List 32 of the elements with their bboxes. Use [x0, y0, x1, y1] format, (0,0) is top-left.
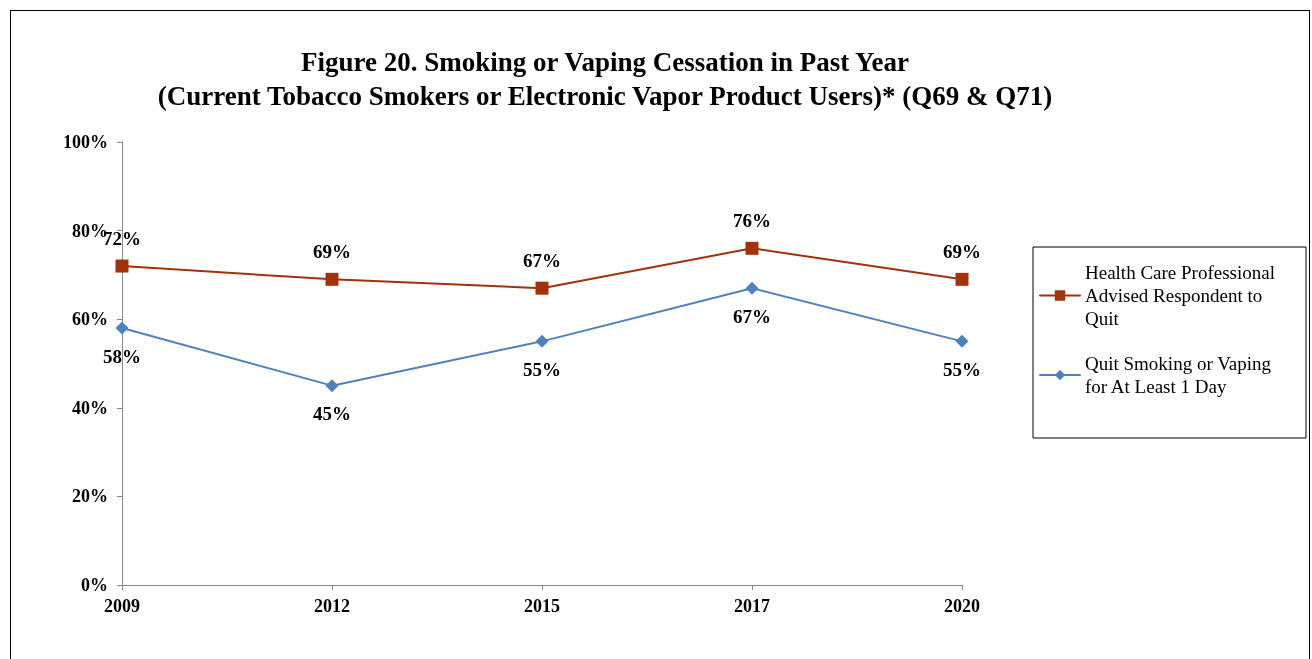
point — [955, 272, 969, 286]
x-tick-label: 2015 — [524, 596, 560, 616]
point — [325, 272, 339, 286]
y-tick-label: 20% — [72, 486, 108, 507]
data-label: 45% — [313, 403, 351, 425]
point — [325, 379, 339, 393]
point — [115, 259, 129, 273]
point — [535, 334, 549, 348]
y-tick-label: 100% — [63, 132, 108, 152]
data-label: 69% — [943, 240, 981, 262]
data-label: 69% — [313, 240, 351, 262]
data-label: 76% — [733, 209, 771, 231]
x-tick-label: 2009 — [104, 596, 140, 616]
point — [115, 321, 129, 335]
point — [955, 334, 969, 348]
data-label: 67% — [523, 249, 561, 271]
legend-label: Health Care Professional Advised Respondent to Quit — [1085, 262, 1280, 329]
data-label: 67% — [733, 305, 771, 327]
data-label: 58% — [103, 345, 141, 367]
x-tick-label: 2012 — [314, 596, 350, 616]
x-tick-label: 2017 — [734, 596, 770, 616]
point — [535, 281, 549, 295]
data-label: 55% — [943, 358, 981, 380]
y-tick-label: 40% — [72, 397, 108, 418]
point — [745, 281, 759, 295]
legend-label: Quit Smoking or Vaping for At Least 1 Day — [1085, 353, 1276, 397]
chart-title: Figure 20. Smoking or Vaping Cessation in Past Year (Current Tobacco Smokers or Electronic Vapor Product Users)* (Q69 & Q71) — [157, 47, 1053, 111]
y-tick-label: 0% — [81, 575, 108, 595]
data-label: 55% — [523, 358, 561, 380]
y-tick-label: 60% — [72, 309, 108, 330]
point — [745, 241, 759, 255]
x-tick-label: 2020 — [944, 596, 980, 616]
